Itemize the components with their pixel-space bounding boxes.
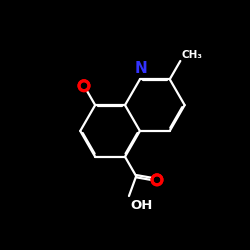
Circle shape xyxy=(152,175,162,184)
Circle shape xyxy=(79,81,89,90)
Text: OH: OH xyxy=(130,199,152,212)
Text: N: N xyxy=(135,61,147,76)
Text: CH₃: CH₃ xyxy=(182,50,203,60)
